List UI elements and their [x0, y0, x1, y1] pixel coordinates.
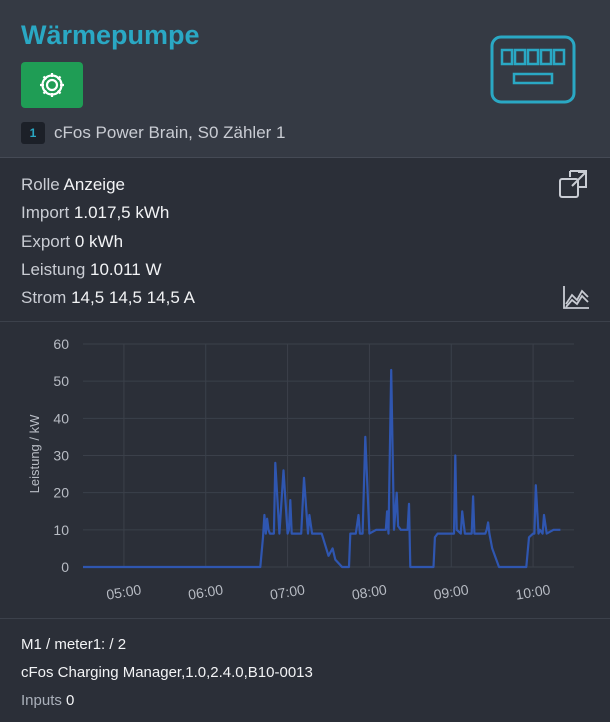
gear-icon	[40, 73, 64, 97]
leistung-label: Leistung	[21, 260, 86, 279]
x-tick-label: 07:00	[269, 581, 306, 602]
manager-info: cFos Charging Manager,1.0,2.4.0,B10-0013	[21, 664, 313, 681]
inputs-label: Inputs	[21, 692, 62, 709]
y-tick-label: 40	[53, 410, 69, 426]
import-label: Import	[21, 203, 70, 222]
card-header: Wärmepumpe 1 cFos Power Brain, S0 Zähler…	[0, 0, 610, 158]
y-tick-label: 50	[53, 373, 69, 389]
rolle-value: Anzeige	[63, 175, 125, 194]
y-tick-label: 10	[53, 522, 69, 538]
strom-label: Strom	[21, 288, 67, 307]
x-tick-label: 08:00	[351, 581, 388, 602]
line-chart-icon[interactable]	[562, 284, 590, 310]
export-row: Export 0 kWh	[21, 232, 123, 252]
series-line	[83, 368, 561, 569]
meter-icon	[490, 35, 576, 104]
meter-source: 1 cFos Power Brain, S0 Zähler 1	[21, 122, 285, 144]
import-row: Import 1.017,5 kWh	[21, 203, 169, 223]
settings-button[interactable]	[21, 62, 83, 108]
strom-value: 14,5 14,5 14,5 A	[71, 288, 195, 307]
meter-title: Wärmepumpe	[21, 20, 200, 50]
x-tick-label: 06:00	[187, 581, 224, 602]
x-tick-label: 10:00	[514, 581, 551, 602]
m1-label: M1	[21, 636, 42, 653]
export-label: Export	[21, 232, 71, 251]
leistung-value: 10.011 W	[90, 260, 162, 279]
source-text: cFos Power Brain, S0 Zähler 1	[54, 123, 286, 142]
meter-info: Rolle Anzeige Import 1.017,5 kWh Export …	[0, 158, 610, 322]
meter-id-text: / meter1: / 2	[41, 636, 127, 653]
meter-id-row: M1 / meter1: / 2	[21, 636, 126, 653]
inputs-value: 0	[66, 692, 75, 709]
x-tick-label: 09:00	[433, 581, 470, 602]
export-value: 0 kWh	[74, 232, 124, 251]
y-tick-label: 20	[53, 485, 69, 501]
rolle-label: Rolle	[21, 175, 60, 194]
power-chart: 0 10 20 30 40 50 60 05:00 06:00 07:00 08:00 09:00 1…	[0, 336, 610, 619]
import-value: 1.017,5 kWh	[73, 203, 170, 222]
x-tick-label: 05:00	[105, 581, 142, 602]
y-axis-label: Leistung / kW	[27, 414, 42, 493]
leistung-row: Leistung 10.011 W	[21, 260, 162, 280]
y-tick-label: 0	[61, 559, 69, 575]
y-tick-label: 30	[53, 448, 69, 464]
rolle-row: Rolle Anzeige	[21, 175, 125, 195]
strom-row: Strom 14,5 14,5 14,5 A	[21, 288, 195, 308]
open-window-icon[interactable]	[558, 168, 590, 200]
device-number-badge: 1	[21, 122, 45, 144]
inputs-row: Inputs 0	[21, 692, 74, 709]
y-tick-label: 60	[53, 336, 69, 352]
